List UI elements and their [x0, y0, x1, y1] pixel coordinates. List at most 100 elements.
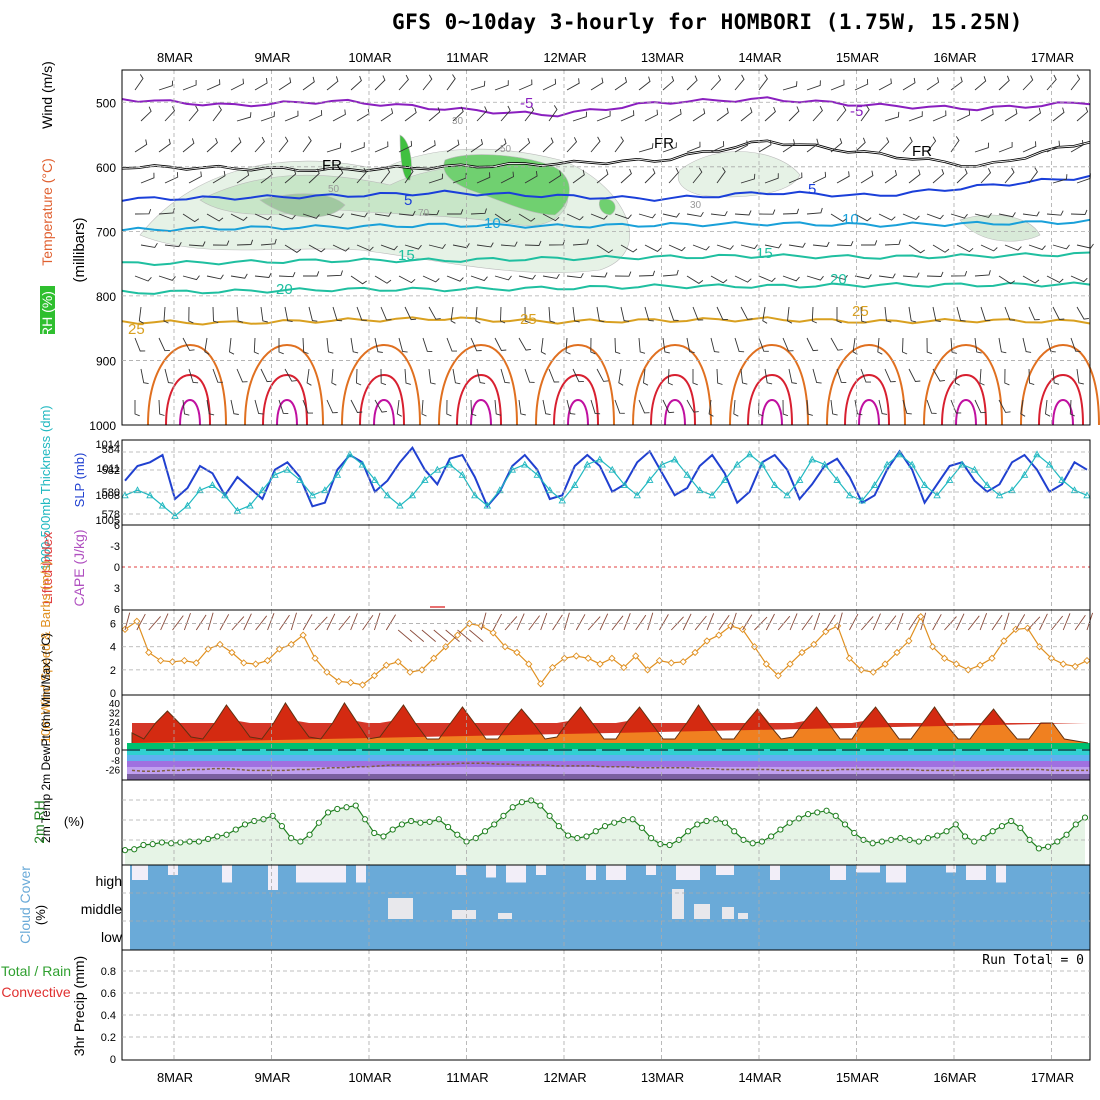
wind-barb — [692, 306, 704, 321]
wind-barb — [494, 275, 512, 281]
wind-barb — [1076, 306, 1089, 320]
wind-barb — [980, 168, 992, 184]
contour-label: 25 — [128, 321, 145, 338]
wind-barb — [980, 306, 991, 322]
wind10m-barb — [124, 612, 131, 631]
thickness-point — [1020, 470, 1029, 478]
wind-barb — [470, 275, 488, 282]
wind-barb — [182, 80, 197, 91]
wind-barb — [212, 306, 219, 324]
thickness-point — [346, 450, 354, 458]
rh2m-point — [804, 811, 812, 818]
wind10m-barb — [243, 613, 252, 631]
wind-barb — [518, 137, 531, 153]
wind-barb — [476, 106, 488, 122]
wind-barb — [494, 213, 511, 223]
pressure-tick: 500 — [96, 96, 116, 110]
thickness-point — [983, 481, 991, 489]
rh-axis-label-text: RH (%) — [39, 291, 55, 337]
wind-barb — [908, 244, 925, 254]
wind-barb — [686, 399, 699, 413]
rh2m-point — [749, 840, 756, 847]
rh2m-point — [380, 833, 387, 840]
thickness-point — [583, 460, 592, 468]
rh2m-point — [269, 812, 276, 819]
rh2m-point — [638, 824, 646, 831]
wind-barb — [758, 399, 764, 417]
temp-axis-label: 2m Temp 2m DewPt (6hr Min/Max) (°C) — [39, 633, 53, 843]
wind-barb — [1070, 209, 1088, 215]
wind-barb — [164, 172, 179, 184]
wind10m-point — [881, 660, 889, 668]
wind10m-point — [192, 659, 200, 667]
rh2m-point — [694, 821, 701, 828]
wind10m-barb — [195, 614, 207, 631]
wind-barb — [618, 368, 624, 386]
wind-barb — [380, 306, 392, 321]
wind10m-barb — [183, 612, 191, 631]
temp-tick: 24 — [109, 718, 121, 729]
thickness-point — [720, 475, 729, 483]
wind-barb — [254, 213, 272, 221]
wind-barb — [572, 169, 585, 184]
wind-barb — [182, 275, 200, 281]
wind10m-point — [869, 668, 877, 676]
wind-barb — [1022, 275, 1040, 284]
rh2m-point — [518, 799, 526, 806]
wind-barb — [446, 399, 452, 417]
wind-barb — [1004, 368, 1010, 386]
wind-barb — [932, 368, 945, 382]
wind-barb — [1004, 167, 1015, 184]
rh2m-point — [1017, 824, 1024, 831]
wind-barb — [1028, 244, 1046, 251]
wind-barb — [950, 270, 968, 277]
wind-barb — [1052, 107, 1065, 122]
wind10m-barb — [979, 613, 988, 631]
isotherm-30-loop — [826, 343, 906, 426]
wind-barb — [836, 241, 854, 247]
wind-barb — [476, 172, 491, 184]
wind-barb — [620, 168, 632, 184]
wind-barb — [326, 213, 344, 219]
wind10m-point — [382, 661, 390, 669]
thickness-tick: 578 — [102, 509, 120, 521]
wind10m-point — [240, 659, 248, 667]
wind-barb — [500, 105, 511, 122]
wind10m-barb — [279, 614, 290, 631]
rh2m-point — [288, 835, 295, 842]
thickness-point — [396, 501, 404, 509]
wind-barb — [452, 368, 461, 385]
wind-barb — [308, 110, 323, 122]
wind10m-barb — [825, 614, 836, 631]
wind10m-point — [418, 666, 426, 674]
wind-barb — [303, 271, 320, 277]
wind-barb — [566, 213, 584, 221]
rh2m-point — [564, 832, 572, 839]
wind-barb — [950, 136, 960, 153]
wind-barb — [374, 337, 383, 353]
wind-barb — [686, 75, 698, 91]
thickness-point — [1045, 460, 1054, 468]
wind-barb — [236, 368, 248, 383]
wind-barb — [398, 275, 416, 284]
wind10m-point — [893, 648, 901, 657]
wind-barb — [902, 337, 908, 355]
wind-barb — [500, 306, 506, 324]
wind-barb — [950, 337, 957, 354]
rh2m-point — [851, 829, 858, 837]
contour-label: 70 — [418, 208, 430, 219]
wind-barb — [782, 337, 794, 352]
rh2m-point — [943, 828, 950, 835]
cloud-layer-label: middle — [81, 901, 122, 917]
wind-barb — [284, 306, 293, 323]
wind-barb — [812, 105, 823, 122]
thickness-tick: 580 — [102, 487, 120, 499]
slp-tick: 1011 — [96, 463, 120, 475]
thickness-point — [546, 486, 554, 494]
wind-barb — [854, 79, 869, 91]
wind-barb — [668, 244, 686, 252]
thickness-point — [196, 486, 204, 494]
wind-barb — [260, 111, 275, 122]
wind-barb — [733, 399, 739, 417]
wind-barb — [950, 213, 968, 219]
